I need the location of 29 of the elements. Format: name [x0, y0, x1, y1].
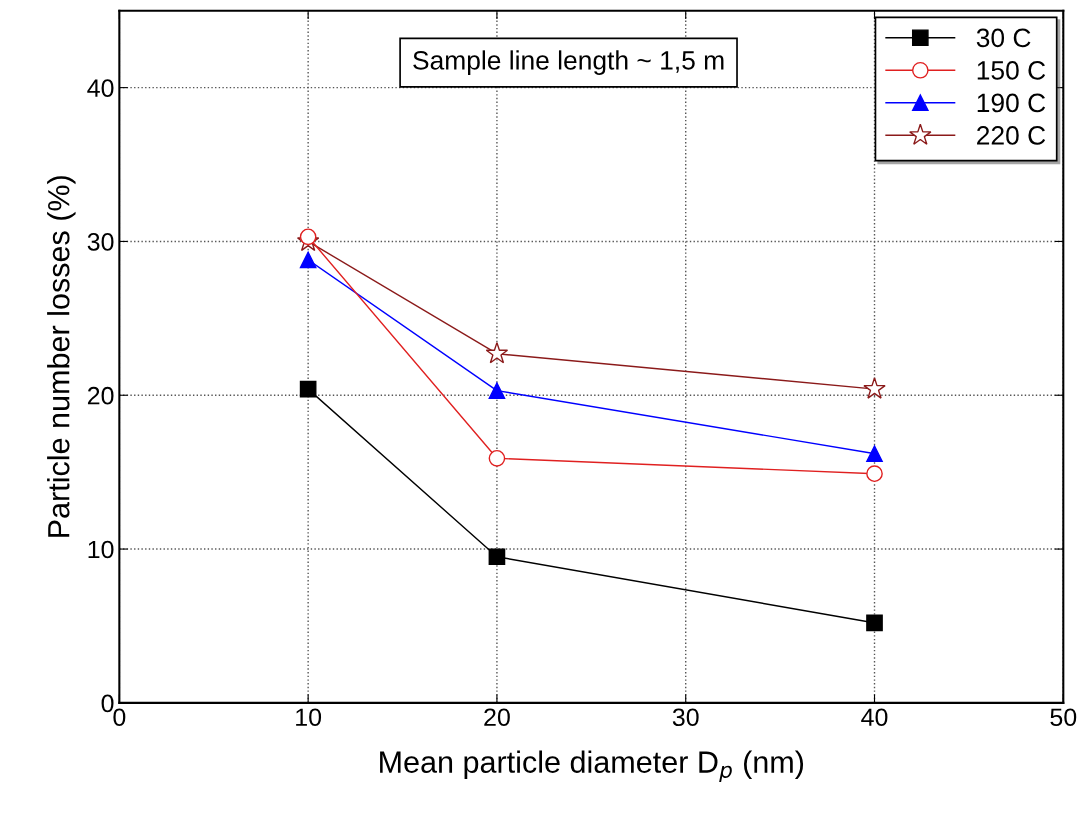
- y-tick-label: 40: [87, 79, 114, 97]
- point: [866, 445, 883, 463]
- y-tick-label: 30: [87, 233, 114, 251]
- point: [866, 614, 883, 632]
- legend-label: 150 C: [977, 61, 1046, 80]
- y-tick-label: 10: [88, 540, 114, 559]
- legend-label: 220 C: [977, 126, 1046, 145]
- annotation: Sample line length ~ 1,5 m: [413, 50, 724, 75]
- legend-label: 190 C: [977, 93, 1046, 113]
- point: [299, 228, 317, 246]
- point: [485, 341, 509, 364]
- x-tick-label: 30: [672, 708, 699, 727]
- y-tick-label: 20: [87, 386, 114, 405]
- x-tick-label: 50: [1050, 708, 1077, 727]
- x-tick-label: 0: [113, 708, 126, 727]
- point: [299, 380, 317, 398]
- x-tick-label: 40: [861, 708, 888, 727]
- x-axis-title: Mean particle diameter D$_{p}$ (nm): [380, 750, 804, 783]
- legend-label: 30 C: [976, 28, 1031, 48]
- point: [488, 382, 506, 399]
- point: [299, 251, 317, 269]
- x-tick-label: 10: [296, 708, 322, 727]
- y-axis-title: Particle number losses (%): [47, 176, 76, 537]
- point: [863, 377, 886, 399]
- point: [488, 548, 506, 566]
- x-tick-label: 20: [484, 708, 510, 727]
- point: [488, 449, 506, 467]
- y-tick-label: 0: [101, 694, 114, 713]
- point: [866, 465, 883, 483]
